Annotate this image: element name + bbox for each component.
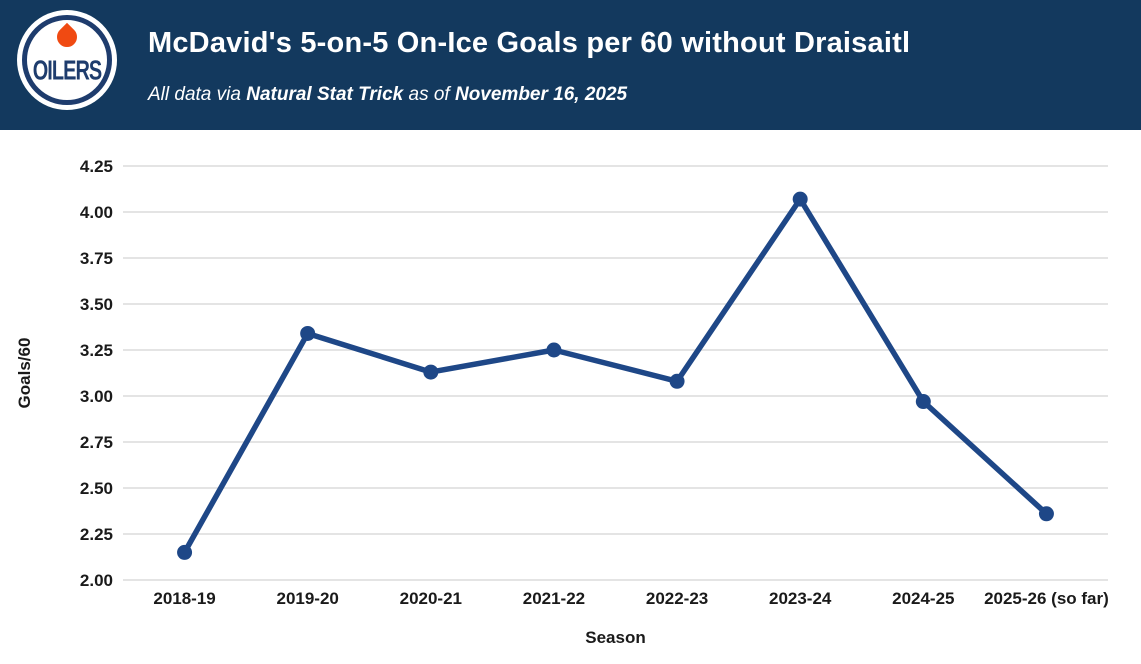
y-tick-label: 4.25 xyxy=(80,157,113,176)
series-line xyxy=(181,196,1050,556)
data-point xyxy=(546,342,562,358)
x-tick-label: 2021-22 xyxy=(523,589,585,608)
oilers-logo-wordmark: OILERS xyxy=(32,56,103,86)
y-tick-label: 3.50 xyxy=(80,295,113,314)
y-tick-label: 3.25 xyxy=(80,341,113,360)
subtitle-date: November 16, 2025 xyxy=(454,84,628,105)
x-tick-label: 2024-25 xyxy=(892,589,954,608)
data-point xyxy=(915,394,931,410)
header-text: McDavid's 5-on-5 On-Ice Goals per 60 wit… xyxy=(148,0,1131,130)
subtitle-prefix: All data via xyxy=(148,84,247,105)
subtitle: All data via Natural Stat Trick as of No… xyxy=(148,84,627,106)
data-point xyxy=(1038,506,1054,522)
y-tick-label: 4.00 xyxy=(80,203,113,222)
oil-drop-icon xyxy=(50,20,84,54)
x-tick-label: 2025-26 (so far) xyxy=(984,589,1109,608)
x-tick-label: 2020-21 xyxy=(400,589,462,608)
data-point xyxy=(300,325,316,341)
y-tick-label: 2.25 xyxy=(80,525,113,544)
data-point xyxy=(669,373,685,389)
x-tick-label: 2023-24 xyxy=(769,589,832,608)
subtitle-middle: as of xyxy=(403,84,455,105)
y-tick-label: 2.75 xyxy=(80,433,113,452)
oilers-logo-circle: OILERS xyxy=(22,15,112,105)
y-tick-label: 2.00 xyxy=(80,571,113,590)
x-tick-label: 2019-20 xyxy=(276,589,338,608)
page-title: McDavid's 5-on-5 On-Ice Goals per 60 wit… xyxy=(148,27,911,59)
y-tick-label: 3.75 xyxy=(80,249,113,268)
line-chart-svg: 2.00 2.25 2.50 2.75 3.00 3.25 3.50 3.75 4.00 4.25… xyxy=(15,157,1109,647)
oilers-logo: OILERS xyxy=(17,10,117,110)
y-tick-label: 3.00 xyxy=(80,387,113,406)
data-point xyxy=(792,191,808,207)
y-tick-label: 2.50 xyxy=(80,479,113,498)
y-axis-title: Goals/60 xyxy=(15,338,34,409)
data-point xyxy=(177,544,193,560)
subtitle-source: Natural Stat Trick xyxy=(246,84,404,105)
x-tick-label: 2018-19 xyxy=(153,589,215,608)
x-axis-title: Season xyxy=(585,628,645,647)
x-tick-label: 2022-23 xyxy=(646,589,708,608)
header: OILERS McDavid's 5-on-5 On-Ice Goals per… xyxy=(0,0,1141,130)
data-point xyxy=(423,364,439,380)
chart-area: 2.00 2.25 2.50 2.75 3.00 3.25 3.50 3.75 4.00 4.25… xyxy=(0,130,1141,664)
